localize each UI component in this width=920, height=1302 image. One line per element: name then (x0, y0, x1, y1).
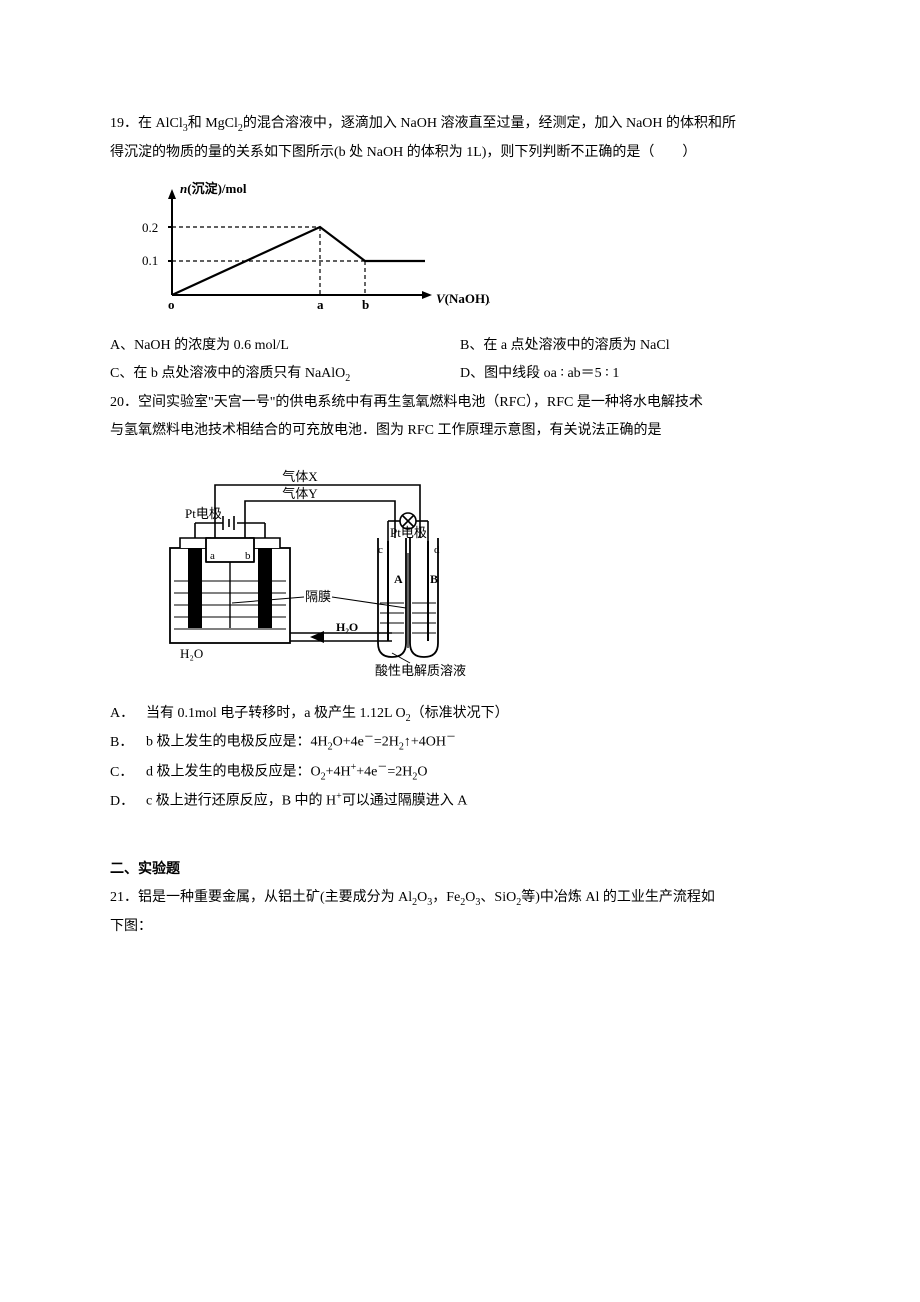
q19-chart: n(沉淀)/mol 0.1 0.2 o a b (110, 175, 810, 326)
q19-opt-b: B、在 a 点处溶液中的溶质为 NaCl (460, 332, 810, 360)
pt-left: Pt电极 (185, 506, 222, 521)
origin: o (168, 297, 175, 312)
chamber-A: A (394, 572, 403, 586)
q19-options-row2: C、在 b 点处溶液中的溶质只有 NaAlO2 D、图中线段 oa ∶ ab＝5… (110, 360, 810, 389)
q20-t1: 空间实验室"天宫一号"的供电系统中有再生氢氧燃料电池（RFC），RFC 是一种将… (138, 395, 703, 410)
svg-text:V(NaOH)/L: V(NaOH)/L (436, 291, 490, 306)
section-2-heading: 二、实验题 (110, 856, 810, 884)
q21-line1: 21．铝是一种重要金属，从铝土矿(主要成分为 Al2O3，Fe2O3、SiO2等… (110, 884, 810, 913)
q20-line2: 与氢氧燃料电池技术相结合的可充放电池．图为 RFC 工作原理示意图，有关说法正确… (110, 417, 810, 445)
q19-line2: 得沉淀的物质的量的关系如下图所示(b 处 NaOH 的体积为 1L)，则下列判断… (110, 139, 810, 167)
q20-opt-d: D．c 极上进行还原反应，B 中的 H+可以通过隔膜进入 A (110, 787, 810, 816)
q19-line1: 19．在 AlCl3和 MgCl2的混合溶液中，逐滴加入 NaOH 溶液直至过量… (110, 110, 810, 139)
q20-diagram-svg: 气体X 气体Y (110, 453, 540, 683)
q19-opt-a: A、NaOH 的浓度为 0.6 mol/L (110, 332, 460, 360)
q20-line1: 20．空间实验室"天宫一号"的供电系统中有再生氢氧燃料电池（RFC），RFC 是… (110, 389, 810, 417)
q20-diagram: 气体X 气体Y (110, 453, 810, 694)
electrolyte: 酸性电解质溶液 (375, 663, 466, 678)
node-d: d (434, 544, 440, 556)
q19-options-row1: A、NaOH 的浓度为 0.6 mol/L B、在 a 点处溶液中的溶质为 Na… (110, 332, 810, 360)
q21-line2: 下图： (110, 913, 810, 941)
q20-number: 20． (110, 395, 138, 410)
q20-opt-b: B．b 极上发生的电极反应是：4H2O+4e－=2H2↑+4OH－ (110, 728, 810, 757)
chart-yl2: (沉淀)/mol (187, 181, 247, 196)
axes (168, 189, 432, 299)
node-c: c (378, 544, 383, 556)
q19-number: 19． (110, 116, 138, 131)
xtick-a: a (317, 297, 324, 312)
pt-right: Pt电极 (390, 525, 427, 540)
xtick-b: b (362, 297, 369, 312)
node-a: a (210, 550, 215, 562)
q19-t1: 在 AlCl (138, 116, 183, 131)
membrane-label: 隔膜 (305, 589, 331, 604)
q20-opt-a: A．当有 0.1mol 电子转移时，a 极产生 1.12L O2（标准状况下） (110, 700, 810, 729)
q20-opt-c: C．d 极上发生的电极反应是：O2+4H++4e－=2H2O (110, 758, 810, 787)
h2o-left: H₂O (180, 646, 203, 661)
gasX: 气体X (282, 469, 318, 484)
page: 19．在 AlCl3和 MgCl2的混合溶液中，逐滴加入 NaOH 溶液直至过量… (0, 0, 920, 1302)
q19-t2: 和 MgCl (188, 116, 238, 131)
ytick-01: 0.1 (142, 253, 158, 268)
q19-chart-svg: n(沉淀)/mol 0.1 0.2 o a b (110, 175, 490, 315)
node-b: b (245, 550, 251, 562)
svg-text:n(沉淀)/mol: n(沉淀)/mol (180, 181, 247, 196)
chamber-B: B (430, 572, 438, 586)
q19-t3: 的混合溶液中，逐滴加入 NaOH 溶液直至过量，经测定，加入 NaOH 的体积和… (243, 116, 736, 131)
chart-xl2: (NaOH)/L (445, 291, 490, 306)
ytick-02: 0.2 (142, 220, 158, 235)
q19-opt-d: D、图中线段 oa ∶ ab＝5 ∶ 1 (460, 360, 810, 389)
q21-number: 21． (110, 890, 138, 905)
gasY: 气体Y (282, 486, 318, 501)
chart-yl1: n (180, 181, 187, 196)
h2o-arrow: H₂O (336, 620, 358, 634)
q19-opt-c: C、在 b 点处溶液中的溶质只有 NaAlO2 (110, 360, 460, 389)
